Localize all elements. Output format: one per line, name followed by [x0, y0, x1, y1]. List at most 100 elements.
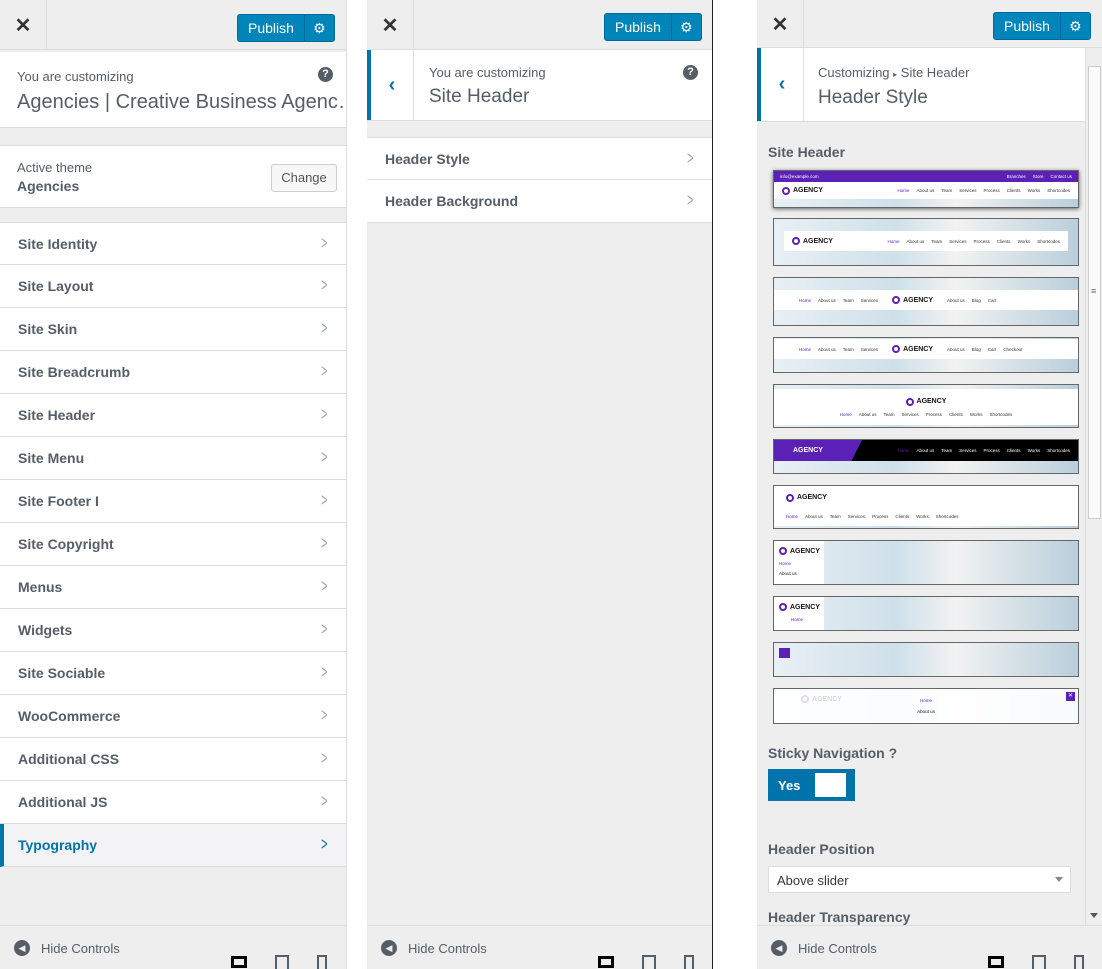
header-style-option[interactable]: Home About us Team Services AGENCY About us Bl… [773, 337, 1079, 373]
thumb-nav-item: Process [925, 411, 943, 417]
close-icon: ✕ [1066, 692, 1075, 701]
header-style-option[interactable] [773, 642, 1079, 677]
header-style-option[interactable]: AGENCY Home About us Team Services Process Cli… [773, 384, 1079, 428]
thumb-logo: AGENCY [782, 186, 823, 195]
help-icon[interactable]: ? [318, 67, 333, 82]
menu-item-widgets[interactable]: Widgets > [0, 609, 346, 652]
customizing-info: You are customizing Agencies | Creative … [0, 52, 346, 128]
thumb-nav-item: About us [916, 448, 935, 453]
tablet-preview-icon[interactable] [275, 955, 289, 969]
menu-item-site-copyright[interactable]: Site Copyright > [0, 523, 346, 566]
item-label: Site Layout [18, 278, 94, 294]
back-button[interactable]: ‹ [757, 48, 804, 121]
item-label: Site Header [18, 407, 96, 423]
menu-item-menus[interactable]: Menus > [0, 566, 346, 609]
menu-item-site-identity[interactable]: Site Identity > [0, 222, 346, 265]
header-style-option[interactable]: AGENCY Home About us [773, 540, 1079, 585]
menu-item-typography[interactable]: Typography > [0, 824, 346, 867]
hide-controls-button[interactable]: ◀ Hide Controls [771, 940, 877, 956]
footer-bar: ◀ Hide Controls [0, 925, 346, 969]
scrollbar[interactable]: ≡ [1085, 48, 1102, 925]
menu-item-header-background[interactable]: Header Background > [367, 180, 712, 223]
menu-item-woocommerce[interactable]: WooCommerce > [0, 695, 346, 738]
menu-item-site-footer-i[interactable]: Site Footer I > [0, 480, 346, 523]
hamburger-icon [779, 648, 790, 658]
gear-icon[interactable]: ⚙ [680, 19, 693, 35]
chevron-right-icon: > [321, 318, 328, 338]
scrollbar-thumb[interactable] [1088, 66, 1101, 519]
thumb-nav-item: Process [973, 238, 990, 244]
header-style-option[interactable]: AGENCY Home About us ✕ [773, 688, 1079, 724]
desktop-preview-icon[interactable] [231, 956, 247, 968]
back-button[interactable]: ‹ [367, 50, 414, 120]
chevron-right-icon: > [321, 619, 328, 639]
thumb-nav: Home About us Team Services [799, 298, 878, 303]
desktop-preview-icon[interactable] [598, 956, 614, 968]
header-style-option[interactable]: AGENCY Home About us Team Services Process Cli… [773, 485, 1079, 529]
collapse-icon: ◀ [771, 940, 787, 956]
chevron-right-icon: > [687, 148, 694, 168]
chevron-right-icon: > [687, 190, 694, 210]
menu-item-site-menu[interactable]: Site Menu > [0, 437, 346, 480]
chevron-right-icon: > [321, 447, 328, 467]
gear-icon[interactable]: ⚙ [313, 20, 326, 36]
chevron-right-icon: > [321, 748, 328, 768]
close-icon[interactable]: ✕ [757, 0, 804, 48]
footer-bar: ◀ Hide Controls [757, 925, 1102, 969]
mobile-preview-icon[interactable] [317, 955, 327, 969]
thumb-nav-item: Clients [949, 411, 963, 417]
header-style-option[interactable]: AGENCY Home About us Team Services Process Cli… [773, 439, 1079, 474]
gear-icon[interactable]: ⚙ [1069, 18, 1082, 34]
menu-item-site-header[interactable]: Site Header > [0, 394, 346, 437]
thumb-nav-item: Home [791, 617, 804, 622]
mobile-preview-icon[interactable] [684, 955, 694, 969]
menu-item-site-sociable[interactable]: Site Sociable > [0, 652, 346, 695]
change-theme-button[interactable]: Change [271, 164, 337, 192]
menu-item-additional-js[interactable]: Additional JS > [0, 781, 346, 824]
sticky-navigation-toggle[interactable]: Yes [768, 769, 855, 801]
header-style-option[interactable]: AGENCY Home About us Team Services Process Cli… [773, 218, 1079, 266]
hide-controls-button[interactable]: ◀ Hide Controls [14, 940, 120, 956]
chevron-down-icon [1055, 877, 1063, 886]
mobile-preview-icon[interactable] [1074, 955, 1084, 969]
close-icon[interactable]: ✕ [367, 0, 414, 50]
thumb-nav-item: Home [839, 411, 852, 417]
header-style-option[interactable]: Home About us Team Services AGENCY About us Bl… [773, 277, 1079, 326]
menu-item-header-style[interactable]: Header Style > [367, 137, 712, 180]
menu-item-site-layout[interactable]: Site Layout > [0, 265, 346, 308]
publish-button[interactable]: Publish [994, 13, 1061, 39]
thumb-email: info@example.com [780, 174, 819, 179]
scroll-down-icon[interactable] [1090, 913, 1098, 922]
publish-button[interactable]: Publish [238, 15, 305, 41]
section-title: Site Header [429, 86, 530, 107]
thumb-nav-item: Home [799, 297, 812, 303]
active-theme-label: Active theme [17, 160, 93, 175]
thumb-nav-item: Checkout [1003, 346, 1023, 352]
menu-item-site-breadcrumb[interactable]: Site Breadcrumb > [0, 351, 346, 394]
tablet-preview-icon[interactable] [1032, 955, 1046, 969]
menu-item-site-skin[interactable]: Site Skin > [0, 308, 346, 351]
item-label: Additional CSS [18, 751, 120, 767]
publish-button[interactable]: Publish [605, 14, 672, 40]
chevron-left-icon: ‹ [778, 73, 786, 95]
header-style-option[interactable]: AGENCY Home [773, 596, 1079, 631]
thumb-nav-item: About us [947, 346, 965, 352]
item-label: Header Background [385, 193, 519, 209]
close-icon[interactable]: ✕ [0, 0, 47, 50]
breadcrumb-section: Site Header [900, 65, 970, 80]
thumb-nav-item: About us [947, 297, 965, 303]
section-header: ‹ Customizing ▸ Site Header Header Style [757, 48, 1085, 122]
tablet-preview-icon[interactable] [642, 955, 656, 969]
item-label: Site Breadcrumb [18, 364, 131, 380]
desktop-preview-icon[interactable] [988, 956, 1004, 968]
hide-controls-button[interactable]: ◀ Hide Controls [381, 940, 487, 956]
thumb-nav-item: Services [901, 411, 919, 417]
header-position-select[interactable]: Above slider [768, 866, 1071, 893]
menu-item-additional-css[interactable]: Additional CSS > [0, 738, 346, 781]
header-style-option[interactable]: info@example.com Branches Store Contact us A… [773, 170, 1079, 208]
select-value: Above slider [777, 873, 849, 888]
help-icon[interactable]: ? [683, 65, 698, 80]
thumb-logo: AGENCY [782, 446, 823, 455]
publish-group: Publish ⚙ [604, 13, 702, 41]
thumb-nav: Home About us Team Services Process Clients Wo… [887, 239, 1060, 244]
